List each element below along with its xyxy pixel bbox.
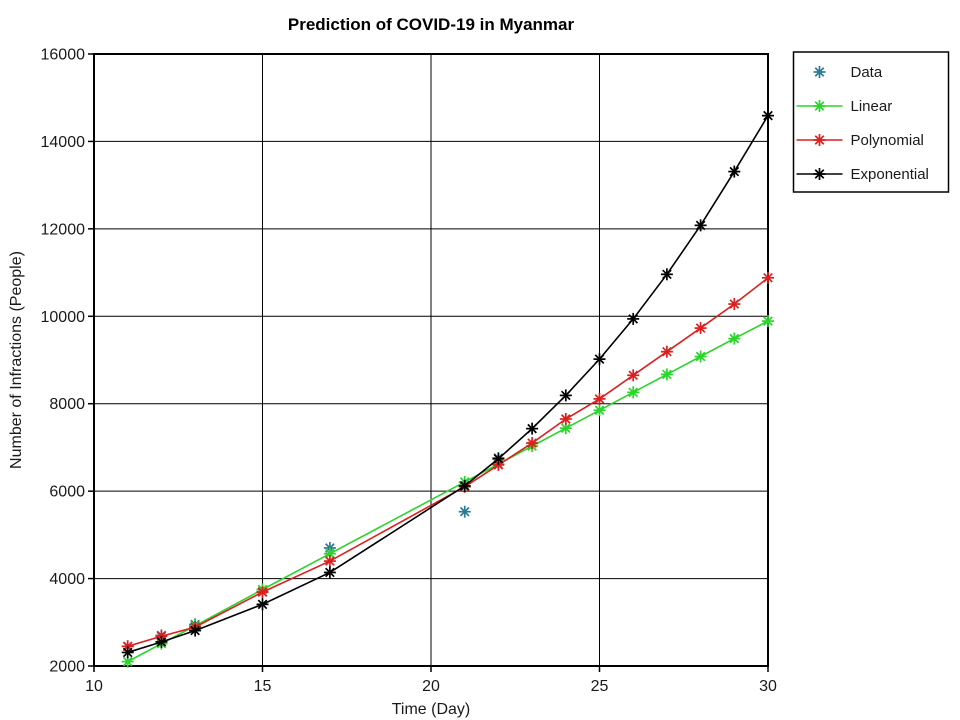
legend-marker (813, 134, 826, 146)
x-tick-label: 20 (422, 678, 440, 695)
data-marker (728, 165, 741, 178)
y-tick-label: 12000 (41, 221, 86, 238)
legend-label: Data (851, 64, 883, 81)
data-marker (526, 422, 539, 435)
plot-series (121, 109, 774, 668)
y-tick-label: 16000 (41, 47, 86, 64)
data-marker (256, 586, 269, 599)
x-axis-label: Time (Day) (392, 701, 471, 718)
data-marker (694, 219, 707, 232)
chart-title: Prediction of COVID-19 in Myanmar (288, 15, 575, 34)
y-axis-label: Number of Infractions (People) (8, 251, 25, 469)
data-marker (728, 298, 741, 311)
y-tick-label: 6000 (49, 484, 85, 501)
y-tick-label: 14000 (41, 134, 86, 151)
data-marker (155, 635, 168, 648)
data-marker (627, 369, 640, 382)
legend-marker (813, 100, 826, 112)
series-data (121, 451, 505, 653)
series-line (127, 277, 769, 648)
x-tick-label: 25 (591, 678, 609, 695)
y-tick-label: 2000 (49, 659, 85, 676)
legend-label: Polynomial (851, 132, 924, 149)
legend-marker (813, 168, 826, 180)
data-marker (694, 322, 707, 335)
data-marker (593, 353, 606, 366)
data-marker (593, 392, 606, 405)
x-tick-label: 30 (759, 678, 777, 695)
data-marker (458, 505, 471, 518)
data-marker (121, 655, 134, 668)
legend-item-exponential: Exponential (796, 166, 929, 183)
data-marker (121, 646, 134, 659)
data-marker (660, 345, 673, 358)
data-marker (728, 332, 741, 345)
x-tick-label: 10 (85, 678, 103, 695)
series-line (127, 115, 769, 654)
data-marker (323, 555, 336, 568)
legend-item-linear: Linear (796, 98, 893, 115)
legend-item-polynomial: Polynomial (796, 132, 924, 149)
legend: Data Linear Polynomial Exponential (792, 51, 950, 193)
data-marker (762, 109, 774, 122)
legend-marker (813, 66, 826, 78)
legend-item-data: Data (813, 64, 883, 81)
y-tick-label: 10000 (41, 309, 86, 326)
x-tick-label: 15 (254, 678, 272, 695)
legend-label: Exponential (851, 166, 929, 183)
y-tick-label: 4000 (49, 571, 85, 588)
series-exponential (121, 109, 774, 659)
data-marker (660, 368, 673, 381)
data-marker (559, 413, 572, 426)
data-marker (526, 437, 539, 450)
data-marker (694, 350, 707, 363)
legend-label: Linear (851, 98, 893, 115)
data-marker (762, 271, 774, 284)
gridlines (94, 54, 768, 666)
data-marker (559, 389, 572, 402)
data-marker (660, 268, 673, 281)
axis-ticks: 10 15 20 25 30 2000 4000 6000 8000 10000 12000 1400… (41, 47, 778, 696)
data-marker (323, 566, 336, 579)
data-marker (256, 598, 269, 611)
data-marker (492, 452, 505, 465)
data-marker (627, 312, 640, 325)
data-marker (189, 624, 202, 637)
data-marker (593, 404, 606, 417)
y-tick-label: 8000 (49, 396, 85, 413)
series-polynomial (121, 271, 774, 653)
data-marker (458, 479, 471, 492)
data-marker (762, 315, 774, 328)
data-marker (627, 386, 640, 399)
